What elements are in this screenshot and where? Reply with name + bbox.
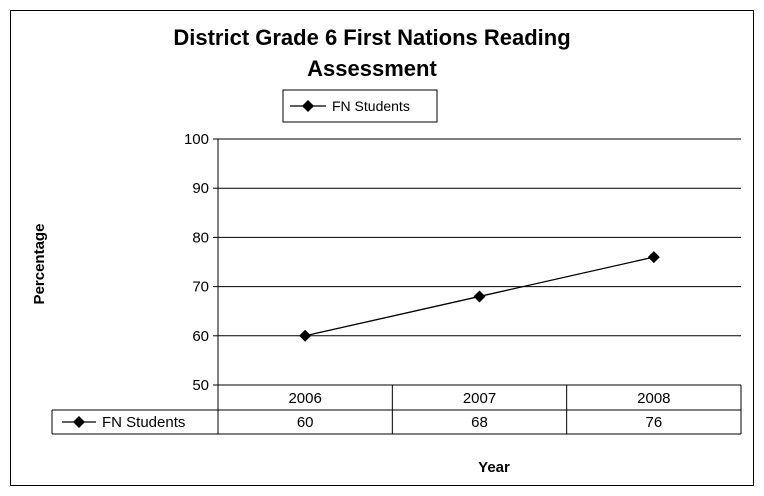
gridlines (218, 138, 741, 337)
x-category-label-2007: 2007 (463, 390, 496, 407)
chart-title-line-1: District Grade 6 First Nations Reading (173, 25, 570, 50)
table-value-2007: 68 (471, 414, 488, 431)
y-tick-labels: 50 60 70 80 90 100 (184, 131, 209, 394)
table-legend-diamond-icon (73, 416, 85, 428)
axes (213, 138, 219, 434)
table-value-2006: 60 (297, 414, 314, 431)
y-tick-label-50: 50 (192, 377, 209, 394)
y-tick-label-70: 70 (192, 279, 209, 296)
y-axis-title: Percentage (31, 224, 48, 305)
legend-diamond-icon (302, 100, 314, 112)
legend-entry-label: FN Students (332, 98, 410, 114)
legend: FN Students (282, 89, 438, 123)
y-tick-label-80: 80 (192, 229, 209, 246)
data-point-2008 (647, 251, 660, 264)
y-tick-label-60: 60 (192, 328, 209, 345)
chart-frame (10, 10, 754, 486)
chart-title-line-2: Assessment (307, 56, 437, 81)
x-category-label-2008: 2008 (637, 390, 670, 407)
x-axis-title: Year (478, 459, 510, 476)
table-row-header: FN Students (102, 414, 185, 431)
y-tick-label-100: 100 (184, 131, 209, 148)
x-category-label-2006: 2006 (288, 390, 321, 407)
y-tick-label-90: 90 (192, 180, 209, 197)
data-table: 2006 2007 2008 FN Students 60 68 76 (51, 384, 742, 435)
table-value-2008: 76 (645, 414, 662, 431)
data-point-2006 (299, 329, 312, 342)
data-point-2007 (473, 290, 486, 303)
series-fn-students (299, 251, 660, 342)
